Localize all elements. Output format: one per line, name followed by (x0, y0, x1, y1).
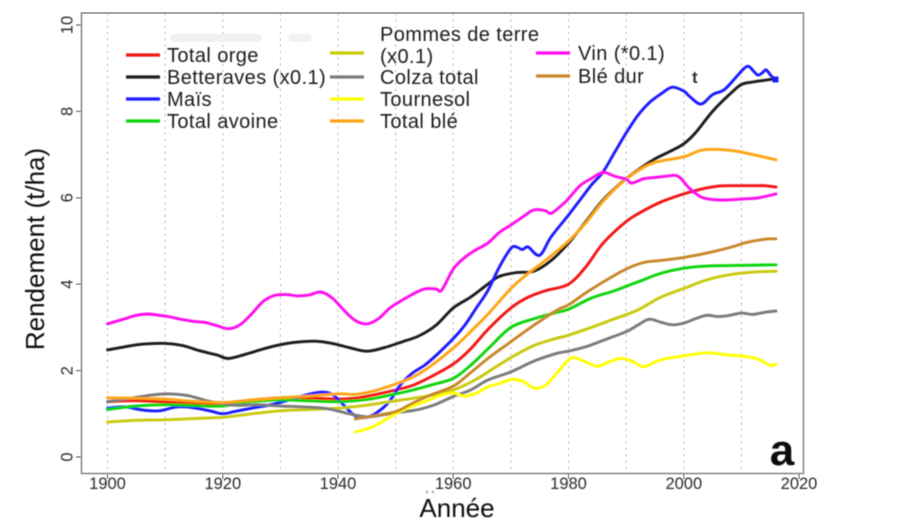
svg-text:1900: 1900 (89, 475, 126, 493)
svg-text:1980: 1980 (550, 475, 587, 493)
svg-text:Total blé: Total blé (380, 111, 458, 133)
svg-text:2: 2 (59, 366, 77, 375)
svg-text:(x0.1): (x0.1) (380, 46, 434, 68)
svg-text:Blé dur: Blé dur (578, 66, 644, 88)
svg-text:1960: 1960 (435, 475, 472, 493)
svg-text:6: 6 (59, 193, 77, 202)
svg-text:8: 8 (59, 107, 77, 116)
svg-text:1940: 1940 (320, 475, 357, 493)
svg-text:2000: 2000 (665, 475, 702, 493)
svg-text:Total avoine: Total avoine (167, 111, 279, 133)
svg-text:Maïs: Maïs (167, 89, 212, 111)
svg-text:Vin (*0.1): Vin (*0.1) (578, 43, 665, 65)
svg-text:Année: Année (419, 493, 494, 521)
svg-text:Rendement (t/ha): Rendement (t/ha) (20, 148, 50, 350)
svg-text:Pommes de terre: Pommes de terre (380, 24, 539, 46)
svg-text:1920: 1920 (204, 475, 241, 493)
svg-text:0: 0 (59, 452, 77, 461)
svg-text:4: 4 (59, 280, 77, 289)
svg-text:2020: 2020 (781, 475, 818, 493)
svg-text:t: t (692, 68, 698, 87)
svg-text:Tournesol: Tournesol (380, 89, 470, 111)
svg-text:Total orge: Total orge (167, 45, 259, 67)
svg-text:Colza total: Colza total (380, 67, 479, 89)
svg-text:10: 10 (59, 16, 77, 34)
svg-text:Betteraves (x0.1): Betteraves (x0.1) (167, 67, 326, 89)
svg-text:a: a (770, 426, 795, 475)
